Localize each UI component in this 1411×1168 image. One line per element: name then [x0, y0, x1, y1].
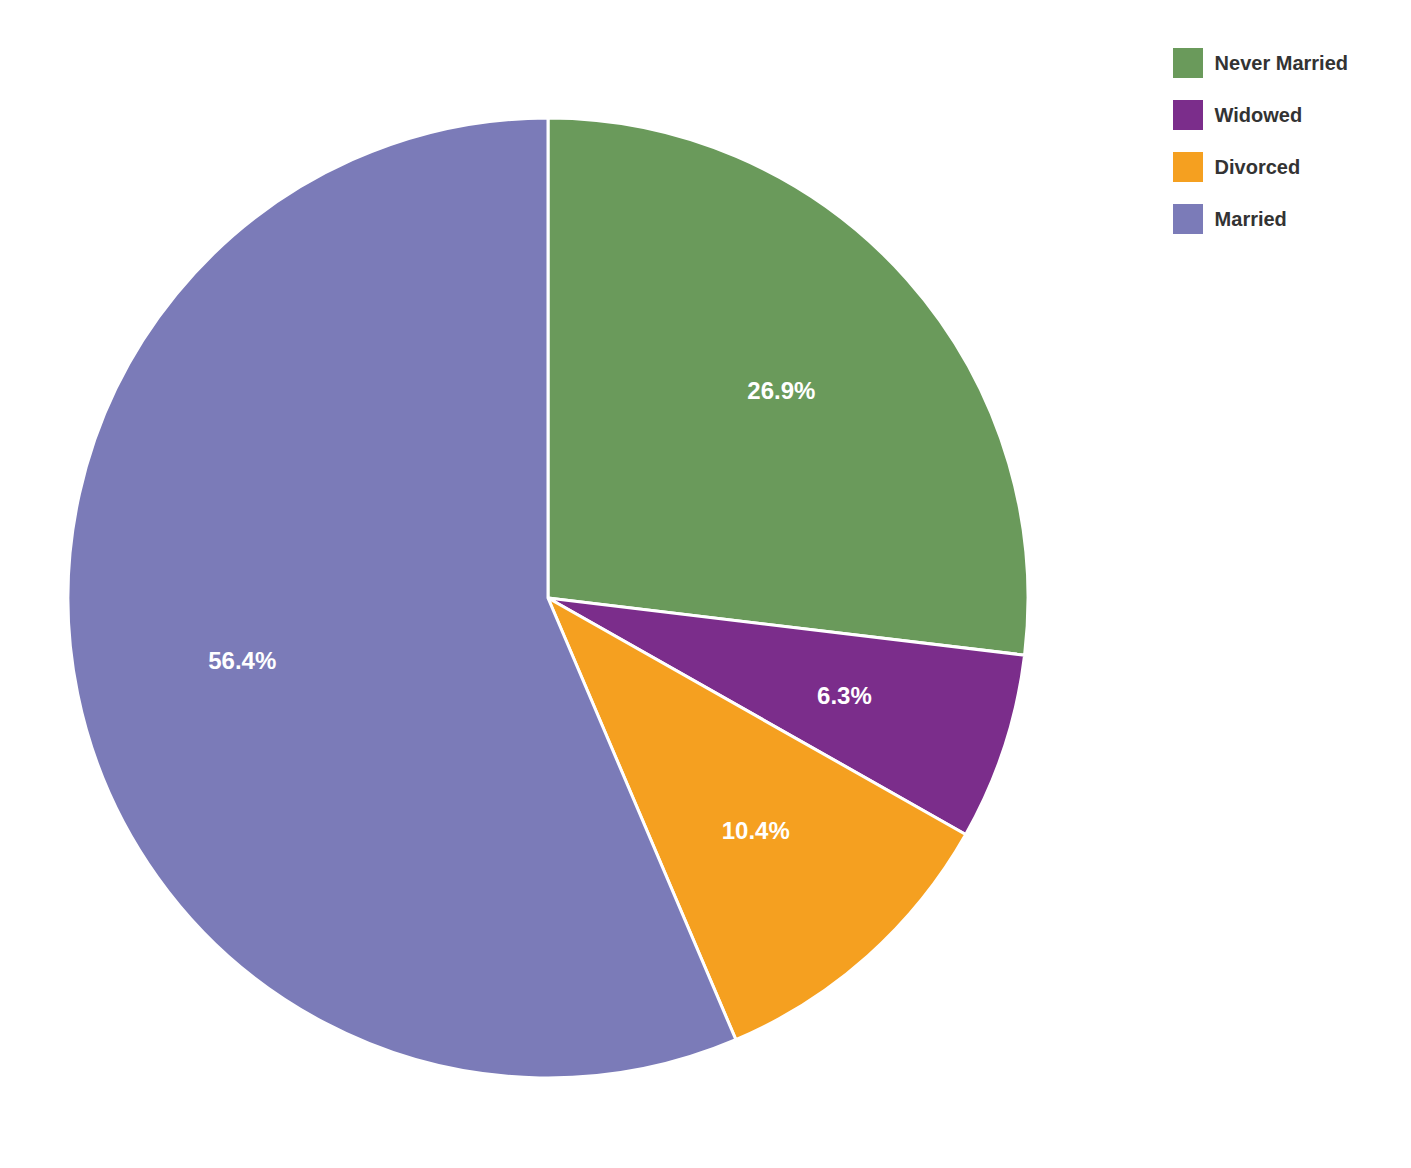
html-text:Divorced: Divorced	[1214, 155, 1301, 178]
svg-text:26.9%: 26.9%	[747, 377, 815, 404]
html-text:Never Married: Never Married	[1214, 51, 1348, 74]
html-text:Widowed: Widowed	[1214, 103, 1303, 126]
html-text:Married: Married	[1214, 207, 1287, 230]
svg-text:6.3%: 6.3%	[817, 682, 872, 709]
svg-text:10.4%: 10.4%	[722, 817, 790, 844]
svg-text:56.4%: 56.4%	[208, 647, 276, 674]
